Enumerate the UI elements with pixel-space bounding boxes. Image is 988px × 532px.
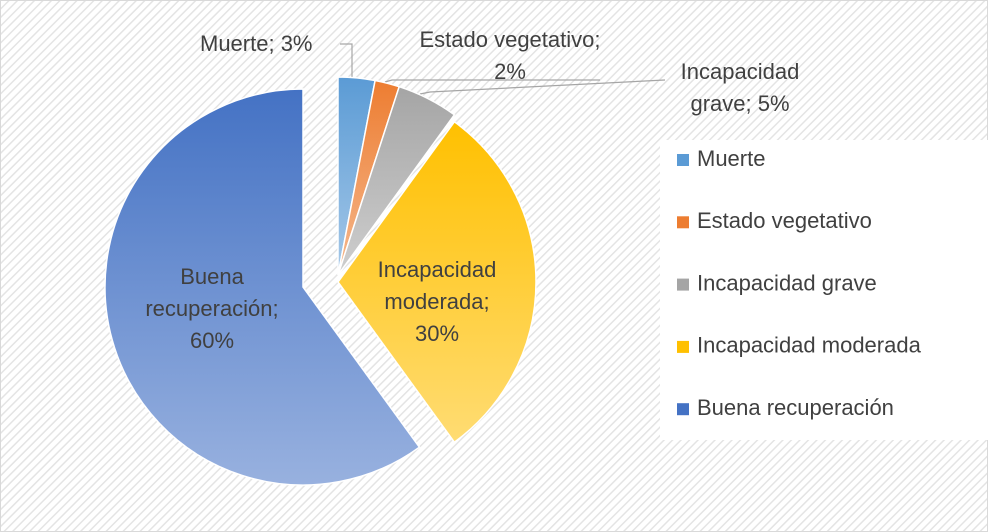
legend-swatch bbox=[677, 403, 689, 416]
legend-swatch bbox=[677, 154, 689, 166]
legend-swatch bbox=[677, 340, 689, 353]
data-label: Incapacidad moderada; 30% bbox=[377, 257, 497, 346]
legend-label: Estado vegetativo bbox=[697, 208, 872, 233]
legend-box bbox=[660, 140, 988, 440]
pie-slice bbox=[104, 88, 421, 486]
legend-label: Buena recuperación bbox=[697, 395, 894, 420]
legend-label: Incapacidad grave bbox=[697, 270, 877, 295]
legend-label: Muerte bbox=[697, 146, 765, 171]
legend-label: Incapacidad moderada bbox=[697, 333, 922, 358]
pie-slice bbox=[337, 120, 537, 444]
data-label: Incapacidad grave; 5% bbox=[680, 59, 800, 116]
legend-swatch bbox=[677, 278, 689, 291]
legend-swatch bbox=[677, 216, 689, 229]
data-label: Estado vegetativo; 2% bbox=[419, 27, 601, 84]
data-label: Muerte; 3% bbox=[200, 31, 313, 56]
pie-slice bbox=[337, 85, 456, 276]
leader-lines bbox=[340, 43, 666, 95]
data-label: Buena recuperación; 60% bbox=[145, 264, 279, 353]
